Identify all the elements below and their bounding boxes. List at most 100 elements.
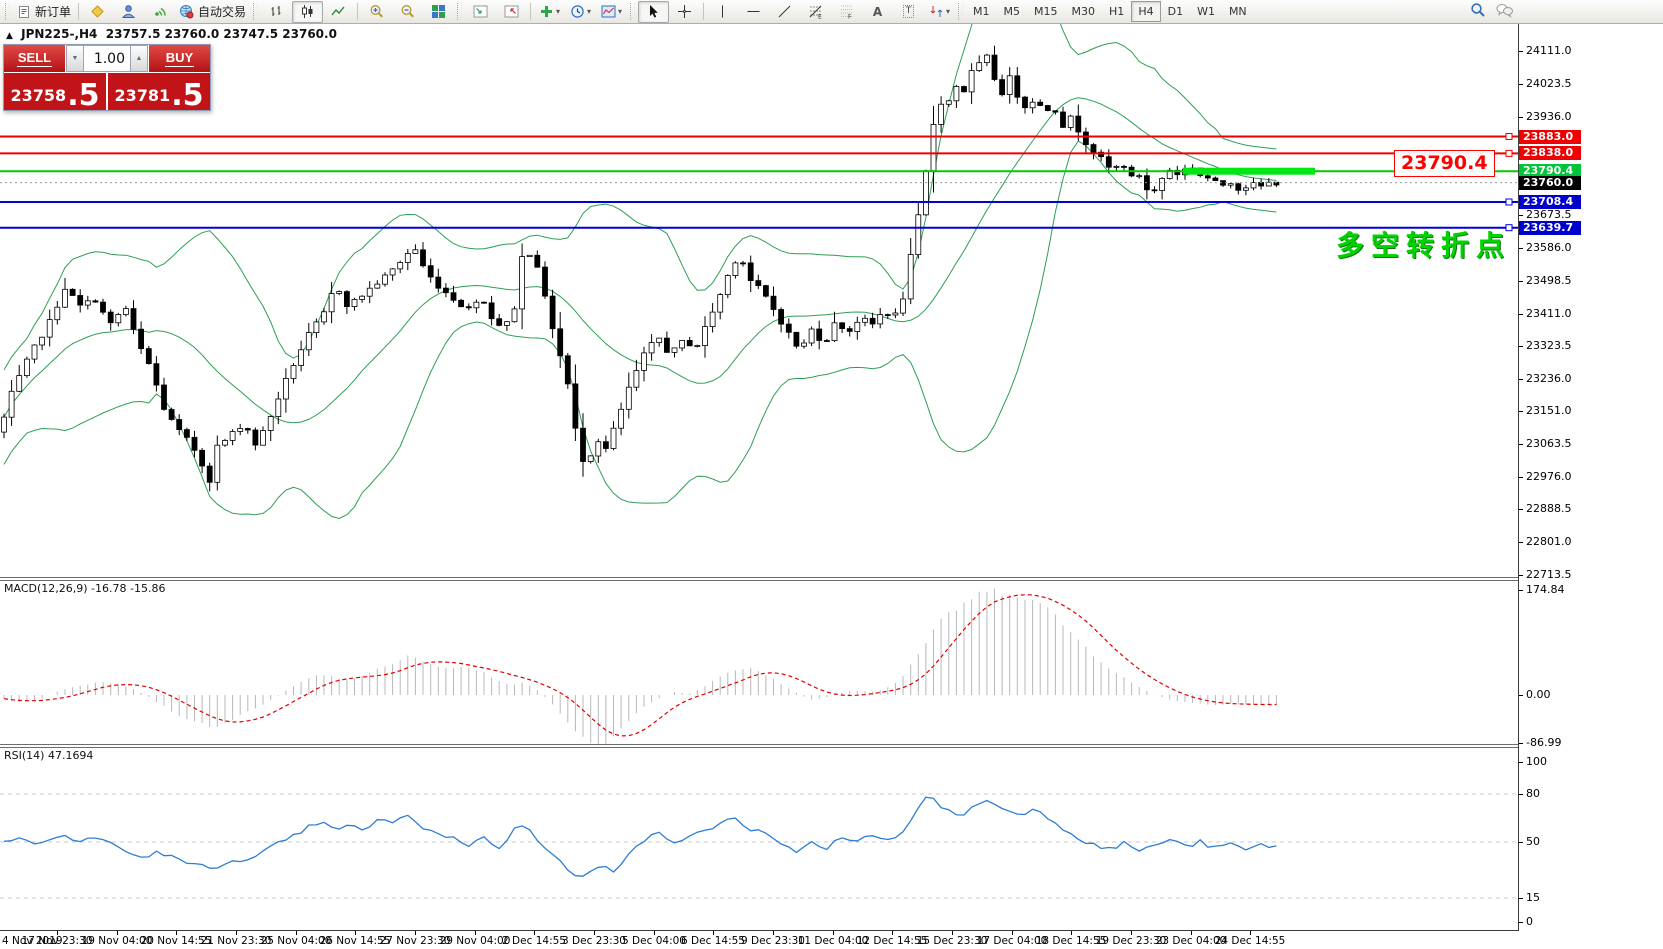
sell-price[interactable]: 23758.5 (4, 73, 106, 110)
time-tick-label: 21 Nov 23:30 (200, 935, 272, 947)
timeframe-h1-button[interactable]: H1 (1109, 5, 1125, 18)
pane-separator[interactable] (0, 744, 1663, 748)
sell-button[interactable]: SELL (4, 45, 65, 72)
time-tick-label: 15 Dec 23:30 (916, 935, 988, 947)
zoom-in-button[interactable] (361, 1, 392, 23)
crosshair-tool-button[interactable] (669, 1, 700, 23)
trendline-tool-button[interactable] (769, 1, 800, 23)
price-level-label: 23790.4 (1519, 164, 1581, 178)
time-tick-mark (773, 931, 774, 935)
macd-tick-label: 174.84 (1519, 583, 1565, 597)
volume-value[interactable]: 1.00 (84, 45, 130, 72)
price-callout-box: 23790.4 (1394, 150, 1495, 177)
time-tick-label: 29 Nov 04:00 (439, 935, 511, 947)
rsi-tick-label: 100 (1519, 755, 1547, 769)
time-tick-mark (892, 931, 893, 935)
timeframe-m15-button[interactable]: M15 (1034, 5, 1058, 18)
price-tick-label: 23063.5 (1519, 437, 1572, 451)
time-tick-label: 11 Dec 04:00 (797, 935, 869, 947)
time-tick-label: 23 Dec 04:00 (1155, 935, 1227, 947)
time-tick-mark (1071, 931, 1072, 935)
main-price-chart[interactable] (0, 24, 1518, 580)
toolbar-drag-handle[interactable] (630, 3, 636, 20)
vertical-line-tool-button[interactable] (707, 1, 738, 23)
bar-chart-icon (269, 4, 284, 19)
chat-icon[interactable] (1496, 3, 1514, 18)
pane-separator[interactable] (0, 577, 1663, 581)
text-a-icon: A (872, 4, 883, 19)
bar-chart-mode-button[interactable] (261, 1, 292, 23)
new-order-icon (17, 5, 31, 19)
market-watch-button[interactable] (82, 1, 113, 23)
tile-windows-button[interactable] (423, 1, 454, 23)
buy-button[interactable]: BUY (149, 45, 210, 72)
signal-button[interactable] (144, 1, 175, 23)
toolbar-drag-handle[interactable] (253, 3, 259, 20)
main-toolbar: 新订单 自动交易 ▾ ▾ ▾ E F A T ▾ M1 M5 M15 M30 H… (0, 0, 1663, 24)
price-axis[interactable]: 24111.0 24023.5 23936.0 23673.5 23586.0 23498… (1519, 24, 1663, 931)
timeframe-mn-button[interactable]: MN (1228, 5, 1247, 18)
new-order-button[interactable]: 新订单 (13, 1, 75, 23)
timeframe-d1-button[interactable]: D1 (1167, 5, 1184, 18)
time-tick-mark (355, 931, 356, 935)
profile-button[interactable] (113, 1, 144, 23)
candlestick-mode-button[interactable] (292, 0, 324, 23)
cursor-icon (646, 4, 661, 19)
toolbar-drag-handle[interactable] (958, 3, 964, 20)
ohlc-values: 23757.5 23760.0 23747.5 23760.0 (105, 27, 337, 41)
time-tick-label: 6 Dec 14:55 (681, 935, 745, 947)
timeframe-w1-button[interactable]: W1 (1197, 5, 1215, 18)
zoom-out-button[interactable] (392, 1, 423, 23)
price-tick-label: 23586.0 (1519, 241, 1572, 255)
auto-scroll-button[interactable] (465, 1, 496, 23)
search-icon[interactable] (1470, 2, 1486, 18)
period-button[interactable]: ▾ (565, 1, 596, 23)
horizontal-line-tool-button[interactable] (738, 1, 769, 23)
volume-decrease-button[interactable]: ▼ (66, 45, 84, 72)
cursor-tool-button[interactable] (638, 0, 670, 23)
dropdown-arrow-icon: ▾ (946, 7, 951, 16)
svg-text:F: F (848, 14, 852, 20)
timeframe-m30-button[interactable]: M30 (1071, 5, 1096, 18)
fibonacci-tool-button[interactable]: F (831, 1, 862, 23)
toolbar-drag-handle[interactable] (5, 3, 10, 20)
price-tick-label: 24111.0 (1519, 44, 1572, 58)
signal-icon (152, 4, 167, 19)
text-label-tool-button[interactable]: T (893, 1, 924, 23)
toolbar-drag-handle[interactable] (457, 3, 463, 20)
price-level-label: 23708.4 (1519, 195, 1581, 209)
volume-increase-button[interactable]: ▲ (130, 45, 148, 72)
autotrading-button[interactable]: 自动交易 (175, 1, 250, 23)
equidistant-channel-tool-button[interactable]: E (800, 1, 831, 23)
text-tool-button[interactable]: A (862, 1, 893, 23)
time-axis[interactable]: 4 Nov 2019 17 Nov 23:30 19 Nov 04:00 20 Nov… (0, 930, 1518, 949)
price-tick-label: 22713.5 (1519, 568, 1572, 582)
time-tick-mark (713, 931, 714, 935)
timeframe-m5-button[interactable]: M5 (1003, 5, 1021, 18)
chart-shift-button[interactable] (496, 1, 527, 23)
time-tick-mark (1250, 931, 1251, 935)
dropdown-arrow-icon: ▾ (587, 7, 592, 16)
chart-profile-button[interactable]: ▾ (596, 1, 627, 23)
crosshair-icon (677, 4, 692, 19)
volume-stepper[interactable]: ▼ 1.00 ▲ (65, 45, 149, 72)
add-indicator-button[interactable]: ▾ (534, 1, 565, 23)
time-tick-mark (296, 931, 297, 935)
time-tick-label: 9 Dec 23:30 (741, 935, 805, 947)
timeframe-m1-button[interactable]: M1 (973, 5, 990, 18)
price-level-label: 23760.0 (1519, 176, 1581, 190)
price-tick-label: 23498.5 (1519, 274, 1572, 288)
macd-indicator-pane[interactable] (0, 580, 1518, 747)
arrows-tool-button[interactable]: ▾ (924, 1, 955, 23)
time-tick-mark (236, 931, 237, 935)
macd-tick-label: -86.99 (1519, 736, 1561, 750)
chart-ohlc-header: ▲ JPN225-,H4 23757.5 23760.0 23747.5 237… (6, 27, 337, 41)
buy-price[interactable]: 23781.5 (108, 73, 210, 110)
collapse-panel-arrow-icon[interactable]: ▲ (6, 31, 13, 41)
rsi-indicator-pane[interactable] (0, 747, 1518, 931)
line-chart-mode-button[interactable] (323, 1, 354, 23)
timeframe-h4-button[interactable]: H4 (1131, 1, 1161, 22)
symbol-timeframe-label: JPN225-,H4 (21, 27, 98, 41)
price-tick-label: 22888.5 (1519, 502, 1572, 516)
time-tick-label: 19 Dec 23:30 (1095, 935, 1167, 947)
